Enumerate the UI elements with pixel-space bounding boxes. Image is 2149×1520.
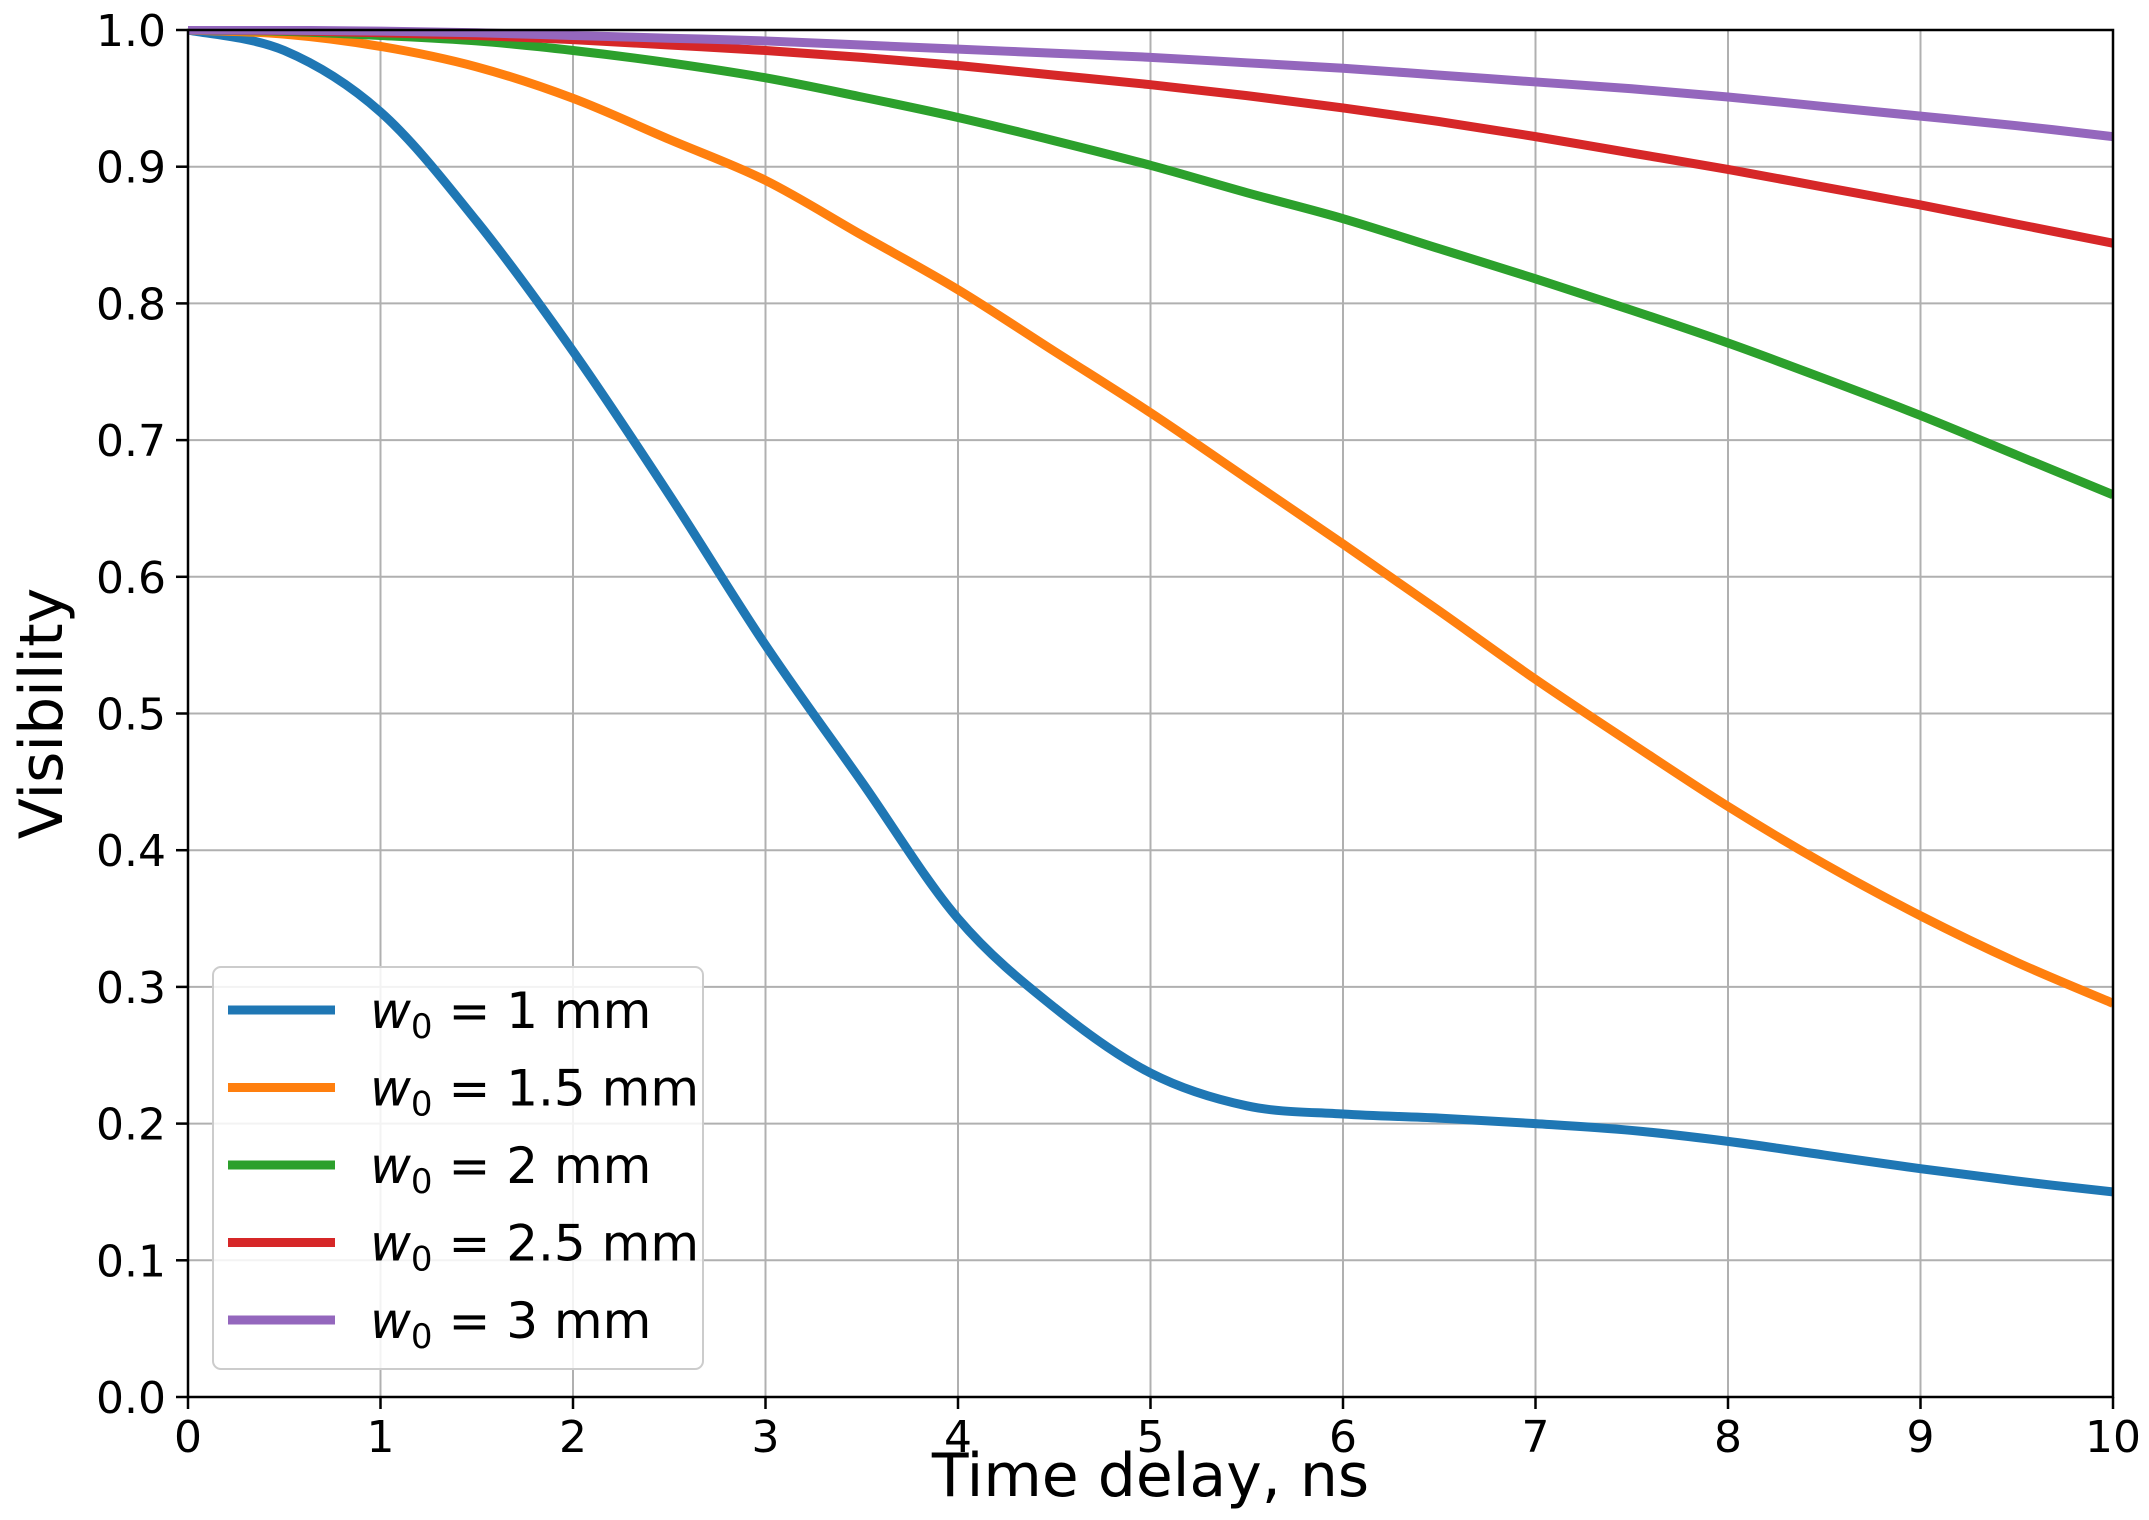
- legend-entry: w0 = 3 mm: [228, 1292, 651, 1357]
- axis-ticks: 0 1 2 3 4 5 6 7 8 9 10 0.0 0.1 0.2 0.3 0.4 0.5 0.6 0.7 0.8 0…: [96, 6, 2141, 1463]
- legend-label: w0 = 1 mm: [370, 982, 651, 1047]
- x-tick-label: 8: [1714, 1412, 1742, 1463]
- legend-value: = 2.5 mm: [433, 1215, 700, 1273]
- legend-subscript: 0: [411, 1007, 433, 1047]
- y-tick-label: 0.4: [96, 826, 166, 877]
- y-tick-label: 0.0: [96, 1373, 166, 1424]
- y-tick-label: 0.9: [96, 143, 166, 194]
- y-tick-label: 0.5: [96, 690, 166, 741]
- x-tick-label: 0: [174, 1412, 202, 1463]
- legend-symbol: w: [370, 1292, 411, 1350]
- legend-label: w0 = 1.5 mm: [370, 1060, 699, 1125]
- y-tick-label: 0.2: [96, 1100, 166, 1151]
- legend-label: w0 = 3 mm: [370, 1292, 651, 1357]
- legend-symbol: w: [370, 1060, 411, 1118]
- legend-subscript: 0: [411, 1317, 433, 1357]
- legend-subscript: 0: [411, 1085, 433, 1125]
- legend-value: = 3 mm: [433, 1292, 652, 1350]
- y-tick-label: 0.7: [96, 416, 166, 467]
- series-line-5: [188, 26, 2113, 142]
- y-tick-label: 0.1: [96, 1236, 166, 1287]
- x-tick-label: 10: [2085, 1412, 2141, 1463]
- y-tick-label: 0.6: [96, 553, 166, 604]
- legend-entry: w0 = 1.5 mm: [228, 1060, 699, 1125]
- legend-label: w0 = 2.5 mm: [370, 1215, 699, 1280]
- y-tick-label: 1.0: [96, 6, 166, 57]
- x-tick-label: 7: [1522, 1412, 1550, 1463]
- legend-value: = 2 mm: [433, 1137, 652, 1195]
- legend-value: = 1.5 mm: [433, 1060, 700, 1118]
- x-tick-label: 1: [367, 1412, 395, 1463]
- series-line-3: [188, 26, 2113, 499]
- legend-entry: w0 = 2.5 mm: [228, 1215, 699, 1280]
- series-line-2: [188, 26, 2113, 1008]
- legend-symbol: w: [370, 1215, 411, 1273]
- x-tick-label: 4: [944, 1412, 972, 1463]
- x-tick-label: 6: [1329, 1412, 1357, 1463]
- legend-subscript: 0: [411, 1240, 433, 1280]
- legend-entry: w0 = 1 mm: [228, 982, 651, 1047]
- y-tick-label: 0.3: [96, 963, 166, 1014]
- legend-symbol: w: [370, 1137, 411, 1195]
- series-line-1: [188, 26, 2113, 1197]
- legend-symbol: w: [370, 982, 411, 1040]
- x-axis-label: Time delay, ns: [931, 1441, 1369, 1511]
- y-tick-label: 0.8: [96, 279, 166, 330]
- legend-box: [212, 966, 704, 1370]
- x-tick-label: 9: [1907, 1412, 1935, 1463]
- x-tick-label: 5: [1137, 1412, 1165, 1463]
- y-axis-label: Visibility: [7, 588, 77, 839]
- series-lines: [188, 26, 2113, 1197]
- legend-entry: w0 = 2 mm: [228, 1137, 651, 1202]
- legend-subscript: 0: [411, 1162, 433, 1202]
- x-tick-label: 2: [559, 1412, 587, 1463]
- x-tick-label: 3: [752, 1412, 780, 1463]
- legend-label: w0 = 2 mm: [370, 1137, 651, 1202]
- legend-value: = 1 mm: [433, 982, 652, 1040]
